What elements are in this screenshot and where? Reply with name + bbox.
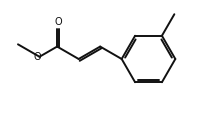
Text: O: O [54, 17, 62, 27]
Text: O: O [34, 52, 42, 61]
